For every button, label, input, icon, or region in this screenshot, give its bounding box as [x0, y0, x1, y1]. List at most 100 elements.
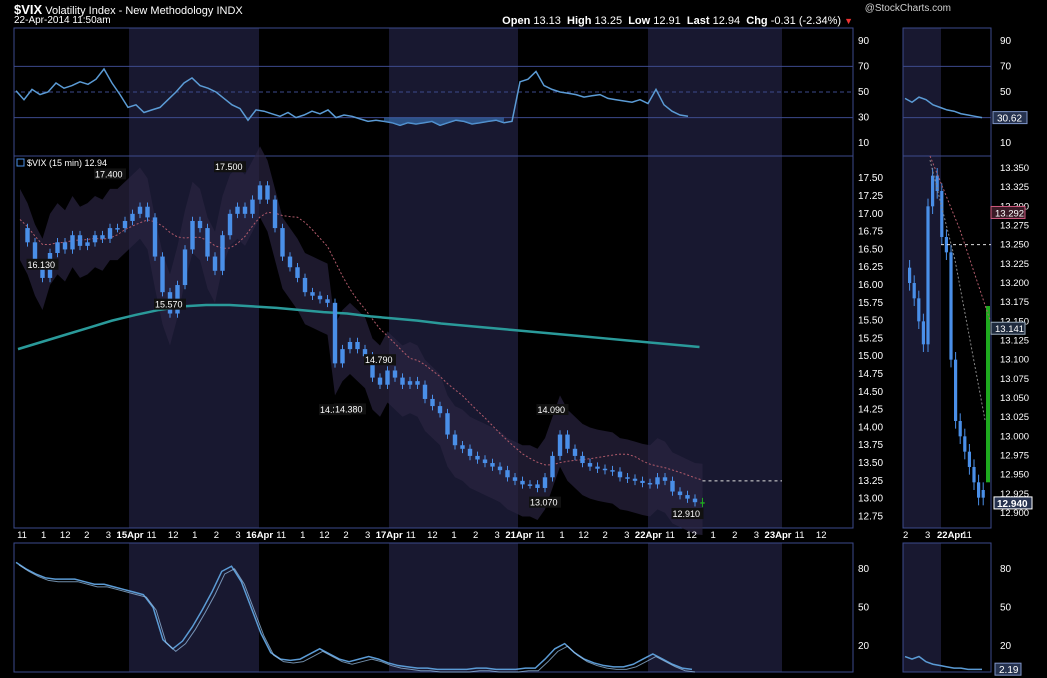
- price-tick-16.25: 16.25: [858, 262, 883, 273]
- candle-body: [542, 477, 548, 488]
- x-tick-36: 11: [795, 530, 805, 541]
- bollinger-band: [20, 146, 703, 535]
- candle-body: [407, 381, 413, 385]
- side-x-tick-1: 3: [925, 530, 930, 541]
- ma-long-line: [17, 303, 700, 351]
- data-label-bg: [529, 496, 561, 508]
- side-candle-body: [917, 298, 921, 322]
- stoch-side-line: [904, 655, 982, 671]
- x-tick-25: 1: [559, 530, 564, 541]
- chart-header: $VIX Volatility Index - New Methodology …: [0, 0, 1047, 28]
- side-ma-short-box: [990, 205, 1026, 219]
- side-x-tick-3: 11: [962, 530, 972, 541]
- candle-body: [287, 256, 293, 268]
- candle-body: [77, 235, 83, 246]
- x-tick-27: 2: [603, 530, 608, 541]
- candle-body: [107, 228, 113, 239]
- candle-body: [242, 206, 248, 214]
- rsi-side-tick-50: 50: [1000, 87, 1012, 98]
- price-tick-16.50: 16.50: [858, 244, 883, 255]
- stoch-tick-50: 50: [858, 603, 870, 614]
- x-tick-14: 12: [319, 530, 330, 541]
- rsi-tick-50: 50: [858, 87, 870, 98]
- side-candle-body: [977, 482, 981, 498]
- candle-body: [527, 484, 533, 486]
- session-shade-main-0: [129, 28, 259, 528]
- candle-body: [482, 459, 488, 464]
- candle-body: [295, 267, 300, 278]
- side-tick-13.000: 13.000: [1000, 431, 1029, 442]
- side-panel-border-2: [902, 542, 992, 673]
- side-candle-body: [921, 321, 925, 345]
- candle-body: [92, 235, 98, 243]
- rsi-tick-10: 10: [858, 138, 870, 149]
- x-tick-34: 3: [754, 530, 759, 541]
- candle-body: [692, 498, 698, 503]
- x-tick-29: 22Apr: [635, 530, 662, 541]
- x-tick-17: 17Apr: [376, 530, 403, 541]
- x-tick-9: 2: [214, 530, 219, 541]
- candle-body: [325, 299, 330, 303]
- x-tick-13: 1: [300, 530, 305, 541]
- side-candle-body: [912, 283, 916, 299]
- side-candle-body: [935, 175, 939, 191]
- candles: [25, 181, 705, 508]
- side-panel-border-1: [902, 155, 992, 529]
- side-tick-13.200: 13.200: [1000, 278, 1029, 289]
- side-shade-stoch: [903, 543, 941, 672]
- x-tick-30: 11: [665, 530, 675, 541]
- x-tick-1: 1: [41, 530, 46, 541]
- candle-body: [640, 480, 645, 483]
- data-label-bg: [364, 354, 396, 366]
- side-x-tick-2: 22Apr: [937, 530, 964, 541]
- x-tick-4: 3: [106, 530, 111, 541]
- data-label-bg: [334, 403, 366, 415]
- price-tick-14.75: 14.75: [858, 369, 883, 380]
- price-tick-13.50: 13.50: [858, 458, 883, 469]
- candle-body: [227, 213, 233, 236]
- stoch-side-tick-50: 50: [1000, 603, 1012, 614]
- candle-body: [572, 448, 578, 456]
- side-candle-body: [967, 451, 971, 467]
- candle-body: [392, 370, 398, 378]
- candle-body: [655, 477, 660, 485]
- price-tick-14.50: 14.50: [858, 387, 883, 398]
- candle-body: [250, 199, 255, 214]
- candle-body: [467, 448, 473, 456]
- last-value: 12.94: [712, 15, 741, 27]
- candle-body: [212, 256, 218, 271]
- candle-body: [587, 463, 593, 467]
- side-candle-body: [981, 490, 985, 498]
- candle-body: [535, 484, 540, 488]
- candle-body: [632, 478, 638, 481]
- data-label-bg: [671, 508, 704, 520]
- side-ma-short-label: 13.292: [995, 208, 1024, 219]
- data-label-17.400: 17.400: [95, 169, 123, 179]
- side-tick-12.950: 12.950: [1000, 470, 1029, 481]
- down-arrow-icon: ▼: [844, 16, 853, 26]
- candle-body: [700, 502, 705, 504]
- side-candle-body: [926, 206, 930, 345]
- price-tick-15.50: 15.50: [858, 316, 883, 327]
- candle-body: [355, 342, 360, 350]
- open-value: 13.13: [533, 15, 561, 27]
- side-candle-body: [954, 359, 958, 421]
- candle-body: [400, 377, 405, 385]
- low-value: 12.91: [653, 15, 681, 27]
- candle-body: [122, 220, 128, 229]
- price-tick-13.25: 13.25: [858, 476, 883, 487]
- data-label-bg: [94, 168, 126, 180]
- side-last-bar: [986, 306, 990, 483]
- price-tick-12.75: 12.75: [858, 511, 883, 522]
- legend-swatch: [16, 158, 25, 167]
- candle-body: [100, 235, 105, 239]
- candle-body: [70, 235, 75, 250]
- candle-body: [317, 295, 323, 300]
- main-panel-border-2: [13, 542, 854, 673]
- candle-body: [550, 455, 555, 478]
- x-tick-21: 2: [473, 530, 478, 541]
- data-label-14.790: 14.790: [365, 355, 393, 365]
- price-tick-15.00: 15.00: [858, 351, 883, 362]
- stoch-side-tick-20: 20: [1000, 641, 1012, 652]
